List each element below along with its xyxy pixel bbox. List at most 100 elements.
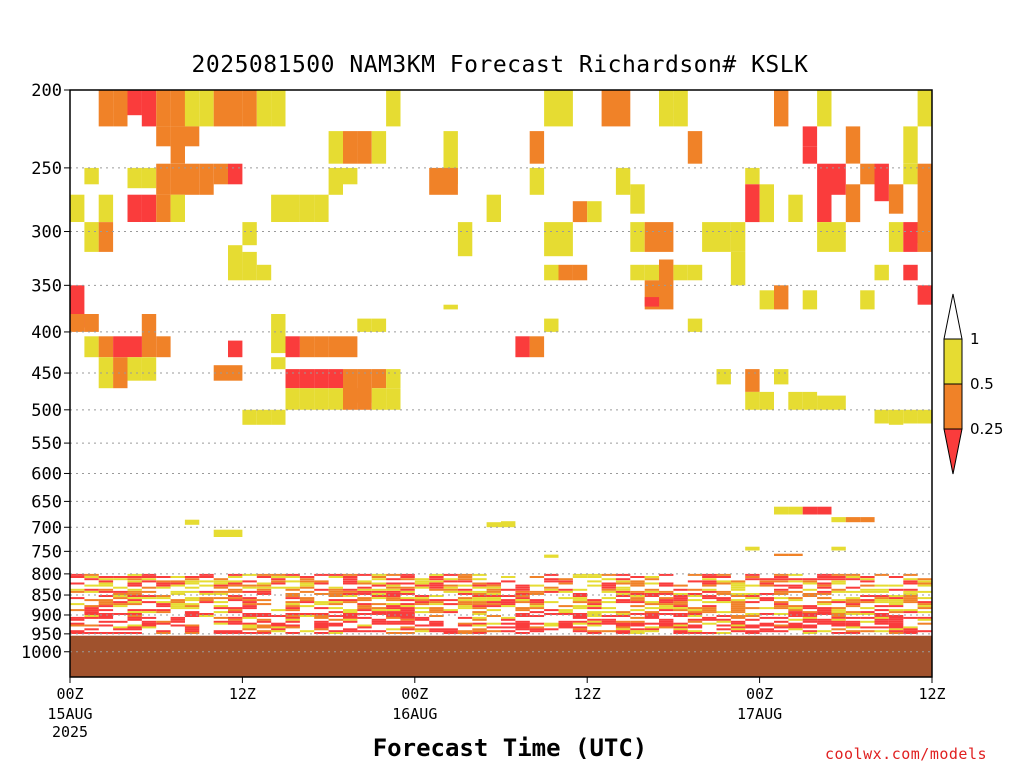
ri-streak [328, 630, 343, 633]
ri-streak [774, 624, 789, 627]
ri-cell [687, 264, 703, 281]
ri-streak [544, 580, 559, 583]
ri-streak [314, 624, 329, 627]
ri-streak [558, 588, 573, 591]
ri-streak [601, 618, 616, 621]
ri-streak [213, 590, 229, 593]
ri-streak [400, 605, 415, 608]
ri-cell [242, 90, 257, 127]
legend-label: 1 [970, 330, 980, 348]
ri-cell [774, 553, 789, 556]
ri-streak [515, 620, 530, 623]
ri-streak [903, 578, 918, 581]
ri-streak [256, 615, 272, 617]
ri-cell [572, 201, 588, 223]
ri-streak [601, 573, 616, 576]
ri-streak [630, 590, 645, 593]
ri-streak [285, 615, 300, 617]
ri-streak [888, 630, 904, 633]
ri-streak [127, 573, 142, 576]
ri-streak [256, 593, 272, 595]
ri-streak [472, 616, 487, 619]
ri-streak [213, 620, 229, 623]
ri-streak [774, 626, 789, 629]
ri-streak [673, 605, 688, 608]
ri-streak [572, 630, 588, 633]
ri-streak [558, 611, 573, 614]
ri-streak [400, 607, 415, 610]
ri-streak [299, 584, 315, 587]
ri-streak [199, 593, 214, 595]
ri-streak [917, 618, 932, 621]
ri-cell [314, 336, 329, 358]
ri-streak [213, 578, 229, 581]
ri-streak [673, 607, 688, 610]
ri-cell [788, 553, 803, 556]
ri-streak [730, 609, 746, 612]
ri-streak [888, 624, 904, 627]
ri-streak [630, 584, 645, 587]
ri-streak [84, 573, 99, 576]
ri-streak [400, 599, 415, 602]
ri-streak [587, 576, 602, 578]
ri-streak [472, 584, 487, 587]
ri-streak [788, 597, 803, 600]
ri-streak [199, 615, 214, 617]
ri-streak [774, 616, 789, 619]
ri-cell [228, 340, 243, 358]
ri-streak [472, 586, 487, 589]
ri-streak [285, 618, 300, 621]
y-tick-label: 950 [31, 625, 62, 645]
ri-cell [98, 222, 114, 252]
ri-streak [314, 632, 329, 634]
ri-streak [615, 624, 631, 627]
ri-streak [414, 584, 430, 587]
ri-streak [113, 597, 128, 600]
ri-streak [716, 582, 731, 585]
ri-streak [788, 628, 803, 631]
ri-streak [687, 618, 703, 621]
ri-cell [888, 222, 904, 252]
ri-streak [888, 605, 904, 608]
ri-streak [874, 588, 889, 591]
ri-streak [630, 582, 645, 585]
ri-cell [127, 167, 142, 189]
ri-streak [601, 588, 616, 591]
ri-streak [917, 597, 932, 600]
ri-streak [141, 573, 157, 576]
ri-cell [888, 409, 904, 425]
ri-streak [702, 597, 717, 600]
ri-streak [343, 611, 358, 614]
ri-streak [745, 607, 760, 610]
ri-streak [615, 615, 631, 617]
ri-streak [429, 615, 444, 617]
ri-streak [486, 622, 501, 625]
ri-cell [328, 369, 343, 389]
ri-streak [242, 597, 257, 600]
ri-streak [903, 582, 918, 585]
ri-streak [802, 582, 818, 585]
ri-cell [860, 163, 875, 185]
ri-streak [127, 590, 142, 593]
ri-streak [572, 620, 588, 623]
ri-streak [817, 607, 832, 610]
ri-streak [860, 576, 875, 578]
ri-streak [730, 601, 746, 604]
ri-streak [486, 590, 501, 593]
ri-streak [702, 584, 717, 587]
ri-streak [242, 586, 257, 589]
ri-streak [702, 582, 717, 585]
ri-cell [457, 222, 473, 257]
ri-streak [299, 586, 315, 589]
ri-streak [774, 603, 789, 606]
ri-streak [745, 573, 760, 576]
ri-streak [127, 609, 142, 612]
ri-streak [615, 593, 631, 595]
ri-streak [515, 626, 530, 629]
ri-streak [845, 601, 861, 604]
ri-streak [371, 613, 387, 615]
ri-streak [314, 593, 329, 595]
ri-streak [659, 609, 674, 612]
x-tick-label: 12Z [918, 685, 945, 703]
ri-streak [314, 582, 329, 585]
